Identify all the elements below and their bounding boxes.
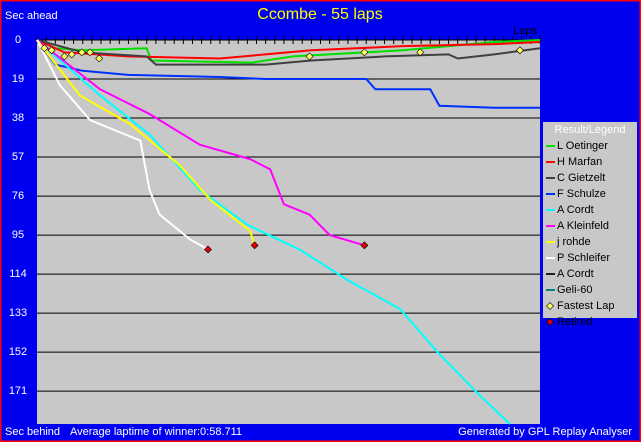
- series-line: [36, 39, 540, 109]
- fastest-lap-marker: [360, 48, 369, 57]
- series-line: [36, 39, 209, 251]
- footnote: Generated by GPL Replay Analyser: [458, 426, 632, 438]
- legend-label: F Schulze: [557, 188, 606, 200]
- legend-swatch: [546, 318, 554, 326]
- y-label-bottom: Sec behind: [5, 426, 60, 438]
- legend-label: j rohde: [556, 236, 591, 248]
- fastest-lap-marker: [416, 48, 425, 57]
- series-line: [36, 39, 541, 66]
- y-tick-label: 57: [12, 151, 24, 163]
- legend: [543, 122, 637, 318]
- y-tick-label: 76: [12, 190, 24, 202]
- y-label-top: Sec ahead: [5, 10, 58, 22]
- fastest-lap-marker: [95, 54, 104, 63]
- fastest-lap-marker: [40, 44, 49, 53]
- legend-label: A Kleinfeld: [557, 220, 609, 232]
- legend-label: Fastest Lap: [557, 300, 614, 312]
- y-tick-label: 133: [9, 307, 27, 319]
- fastest-lap-marker: [515, 46, 524, 55]
- retired-marker: [250, 241, 259, 250]
- fastest-lap-marker: [47, 46, 56, 55]
- retired-marker: [204, 245, 212, 254]
- legend-label: L Oetinger: [557, 140, 608, 152]
- x-label: Laps: [513, 25, 537, 37]
- y-tick-label: 95: [12, 229, 24, 241]
- series-line: [36, 39, 511, 425]
- series-line: [36, 39, 256, 246]
- legend-label: Geli-60: [557, 284, 592, 296]
- plot-area: [37, 40, 540, 424]
- fastest-lap-marker: [60, 52, 69, 61]
- legend-swatch: [546, 302, 554, 310]
- legend-label: A Cordt: [557, 268, 594, 280]
- legend-title: Result/Legend: [555, 124, 626, 136]
- fastest-lap-marker: [305, 52, 314, 61]
- legend-label: H Marfan: [557, 156, 602, 168]
- retired-marker: [360, 241, 369, 250]
- y-tick-label: 0: [15, 34, 21, 46]
- fastest-lap-marker: [77, 48, 86, 57]
- chart-title: Ccombe - 55 laps: [257, 6, 382, 23]
- y-tick-label: 152: [9, 346, 27, 358]
- fastest-lap-marker: [86, 48, 94, 57]
- y-tick-label: 171: [9, 385, 27, 397]
- y-tick-label: 38: [12, 112, 24, 124]
- legend-label: P Schleifer: [557, 252, 610, 264]
- y-tick-label: 114: [9, 268, 27, 280]
- legend-label: A Cordt: [557, 204, 594, 216]
- footnote: Average laptime of winner:0:58.711: [70, 426, 242, 438]
- fastest-lap-marker: [67, 50, 76, 59]
- legend-label: Retired: [557, 316, 592, 328]
- series-line: [36, 39, 365, 247]
- legend-label: C Gietzelt: [557, 172, 605, 184]
- y-tick-label: 19: [12, 73, 24, 85]
- series-line: [36, 39, 541, 60]
